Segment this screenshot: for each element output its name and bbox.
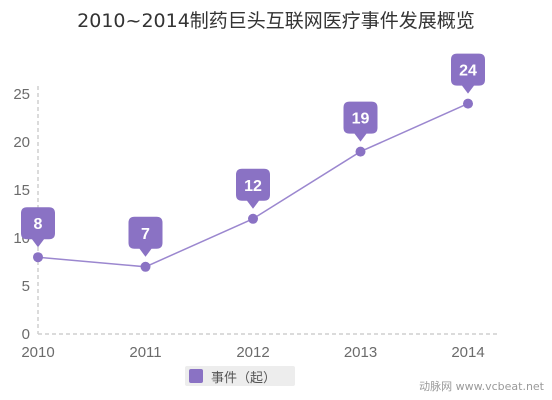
data-label-bubble: [343, 101, 378, 142]
y-tick-label: 25: [13, 86, 30, 103]
data-label-bubble: [236, 168, 270, 209]
data-label-bubble: [128, 216, 163, 257]
data-label: 12: [244, 178, 262, 195]
data-point[interactable]: [355, 146, 366, 157]
data-label: 24: [459, 63, 477, 80]
watermark: 动脉网 www.vcbeat.net: [419, 380, 544, 393]
data-label: 8: [34, 216, 43, 233]
data-label-bubble: [451, 53, 485, 94]
data-label-bubble: [21, 207, 55, 248]
x-tick-label: 2014: [451, 344, 484, 361]
data-label: 19: [352, 111, 370, 128]
legend-label: 事件（起）: [211, 370, 277, 386]
x-tick-label: 2011: [129, 344, 161, 361]
legend-swatch: [189, 369, 203, 383]
y-tick-label: 20: [13, 134, 30, 151]
x-tick-label: 2010: [21, 344, 54, 361]
x-tick-label: 2012: [236, 344, 269, 361]
legend[interactable]: 事件（起）: [185, 366, 295, 386]
data-point[interactable]: [140, 261, 151, 272]
y-tick-label: 0: [22, 326, 30, 343]
chart-title: 2010~2014制药巨头互联网医疗事件发展概览: [77, 10, 475, 32]
x-tick-label: 2013: [344, 344, 377, 361]
series-layer: 8 7 12 19 24: [21, 53, 485, 272]
data-point[interactable]: [248, 213, 258, 224]
x-axis: 2010 2011 2012 2013 2014: [21, 333, 498, 361]
y-tick-label: 5: [22, 278, 30, 295]
y-tick-label: 15: [13, 182, 30, 199]
data-point[interactable]: [463, 98, 473, 109]
data-point[interactable]: [33, 252, 43, 263]
data-label: 7: [141, 226, 150, 243]
